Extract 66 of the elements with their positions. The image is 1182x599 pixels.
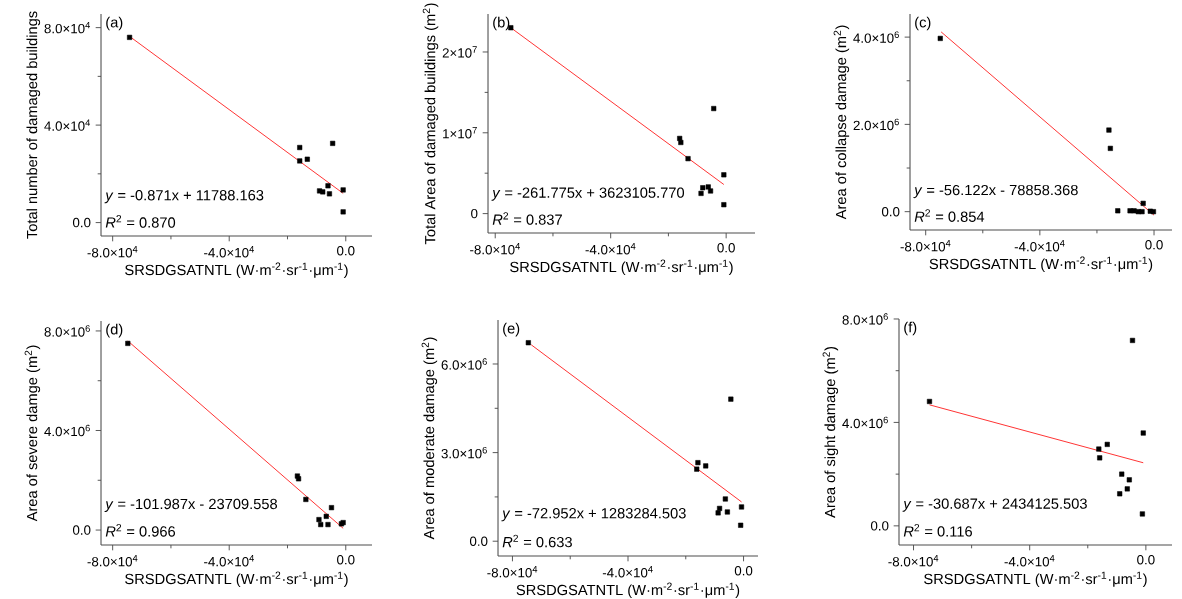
annotation: R$^{2}$ = 0.966 — [105, 524, 176, 537]
x-axis-title: SRSDGSATNTL (W·m$^{-2}$·sr$^{-1}$·μm$^{-1}$) — [924, 571, 1147, 588]
y-tick-label: 0.0 — [72, 525, 91, 535]
x-tick-label: -4.0×10$^{4}$ — [204, 555, 254, 567]
y-tick-label: 6.0×10$^{6}$ — [441, 358, 487, 370]
y-axis-title: Area of moderate damage (m$^{2}$) — [421, 337, 438, 540]
y-axis-title: Total number of damaged buildings — [26, 11, 41, 239]
x-tick-label: -4.0×10$^{4}$ — [1014, 240, 1065, 252]
annotation: R$^{2}$ = 0.870 — [105, 215, 176, 228]
y-tick-label: 0.0 — [881, 206, 900, 217]
x-tick-label: 0.0 — [734, 566, 753, 576]
chart-title: (e) — [503, 322, 520, 337]
y-tick-label: 8.0×10$^{4}$ — [44, 21, 91, 34]
x-tick-label: -8.0×10$^{4}$ — [487, 566, 538, 578]
chart-title: (c) — [915, 16, 931, 31]
y-axis-title: Area of sight damage (m$^{2}$) — [822, 346, 839, 518]
chart-title: (d) — [106, 323, 123, 338]
y-tick-label: 8.0×10$^{6}$ — [44, 325, 90, 337]
x-tick-label: 0.0 — [1145, 240, 1163, 250]
y-tick-label: 1×10$^{7}$ — [443, 127, 477, 139]
y-tick-label: 2.0×10$^{6}$ — [853, 118, 899, 131]
annotation: y = -261.775x + 3623105.770 — [491, 187, 685, 201]
y-tick-label: 0.0 — [72, 217, 91, 228]
y-tick-label: 0.0 — [469, 536, 488, 546]
chart-title: (a) — [106, 16, 123, 31]
annotation: R$^{2}$ = 0.116 — [903, 523, 972, 537]
x-tick-label: -8.0×10$^{4}$ — [470, 243, 520, 255]
chart-title: (b) — [493, 16, 510, 31]
annotation: y = -56.122x - 78858.368 — [913, 184, 1078, 199]
y-axis-title: Area of severe damge (m$^{2}$) — [24, 345, 41, 522]
y-tick-label: 0.0 — [870, 521, 889, 531]
y-axis-title: Area of collapse damage (m$^{2}$) — [833, 25, 850, 220]
annotation: y = -0.871x + 11788.163 — [104, 190, 264, 204]
x-tick-label: -8.0×10$^{4}$ — [87, 246, 138, 258]
x-axis-title: SRSDGSATNTL (W·m$^{-2}$·sr$^{-1}$·μm$^{-1}$) — [125, 571, 348, 588]
x-axis-title: SRSDGSATNTL (W·m$^{-2}$·sr$^{-1}$·μm$^{-1}$) — [516, 582, 740, 599]
y-tick-label: 4.0×10$^{6}$ — [842, 416, 888, 429]
chart-title: (f) — [904, 321, 917, 336]
x-tick-label: -8.0×10$^{4}$ — [888, 555, 939, 567]
y-tick-label: 8.0×10$^{6}$ — [842, 313, 888, 325]
y-tick-label: 0 — [471, 208, 478, 219]
annotation: y = -72.952x + 1283284.503 — [501, 508, 686, 522]
y-tick-label: 3.0×10$^{6}$ — [441, 446, 487, 459]
annotation: y = -30.687x + 2434125.503 — [902, 498, 1087, 512]
x-tick-label: 0.0 — [717, 243, 735, 253]
annotation: R$^{2}$ = 0.854 — [914, 209, 985, 222]
x-axis-title: SRSDGSATNTL (W·m$^{-2}$·sr$^{-1}$·μm$^{-1}$) — [929, 256, 1153, 273]
x-tick-label: 0.0 — [1137, 555, 1155, 565]
x-tick-label: -4.0×10$^{4}$ — [602, 566, 653, 578]
x-axis-title: SRSDGSATNTL (W·m$^{-2}$·sr$^{-1}$·μm$^{-1}$) — [510, 259, 733, 276]
x-tick-label: -8.0×10$^{4}$ — [900, 240, 951, 252]
x-tick-label: -8.0×10$^{4}$ — [87, 555, 138, 567]
annotation: R$^{2}$ = 0.837 — [492, 212, 562, 225]
x-tick-label: -4.0×10$^{4}$ — [204, 246, 254, 258]
x-tick-label: 0.0 — [337, 246, 355, 256]
x-axis-title: SRSDGSATNTL (W·m$^{-2}$·sr$^{-1}$·μm$^{-1}$) — [125, 262, 348, 279]
y-tick-label: 4.0×10$^{4}$ — [44, 119, 91, 131]
x-tick-label: 0.0 — [337, 555, 355, 565]
y-axis-title: Total Area of damaged buildings (m$^{2}$) — [422, 3, 439, 245]
y-tick-label: 4.0×10$^{6}$ — [44, 424, 90, 437]
x-tick-label: -4.0×10$^{4}$ — [1004, 555, 1055, 567]
y-tick-label: 4.0×10$^{6}$ — [853, 31, 899, 43]
annotation: y = -101.987x - 23709.558 — [104, 498, 278, 513]
annotation: R$^{2}$ = 0.633 — [502, 534, 572, 548]
y-tick-label: 2×10$^{7}$ — [442, 46, 477, 58]
x-tick-label: -4.0×10$^{4}$ — [585, 243, 636, 255]
